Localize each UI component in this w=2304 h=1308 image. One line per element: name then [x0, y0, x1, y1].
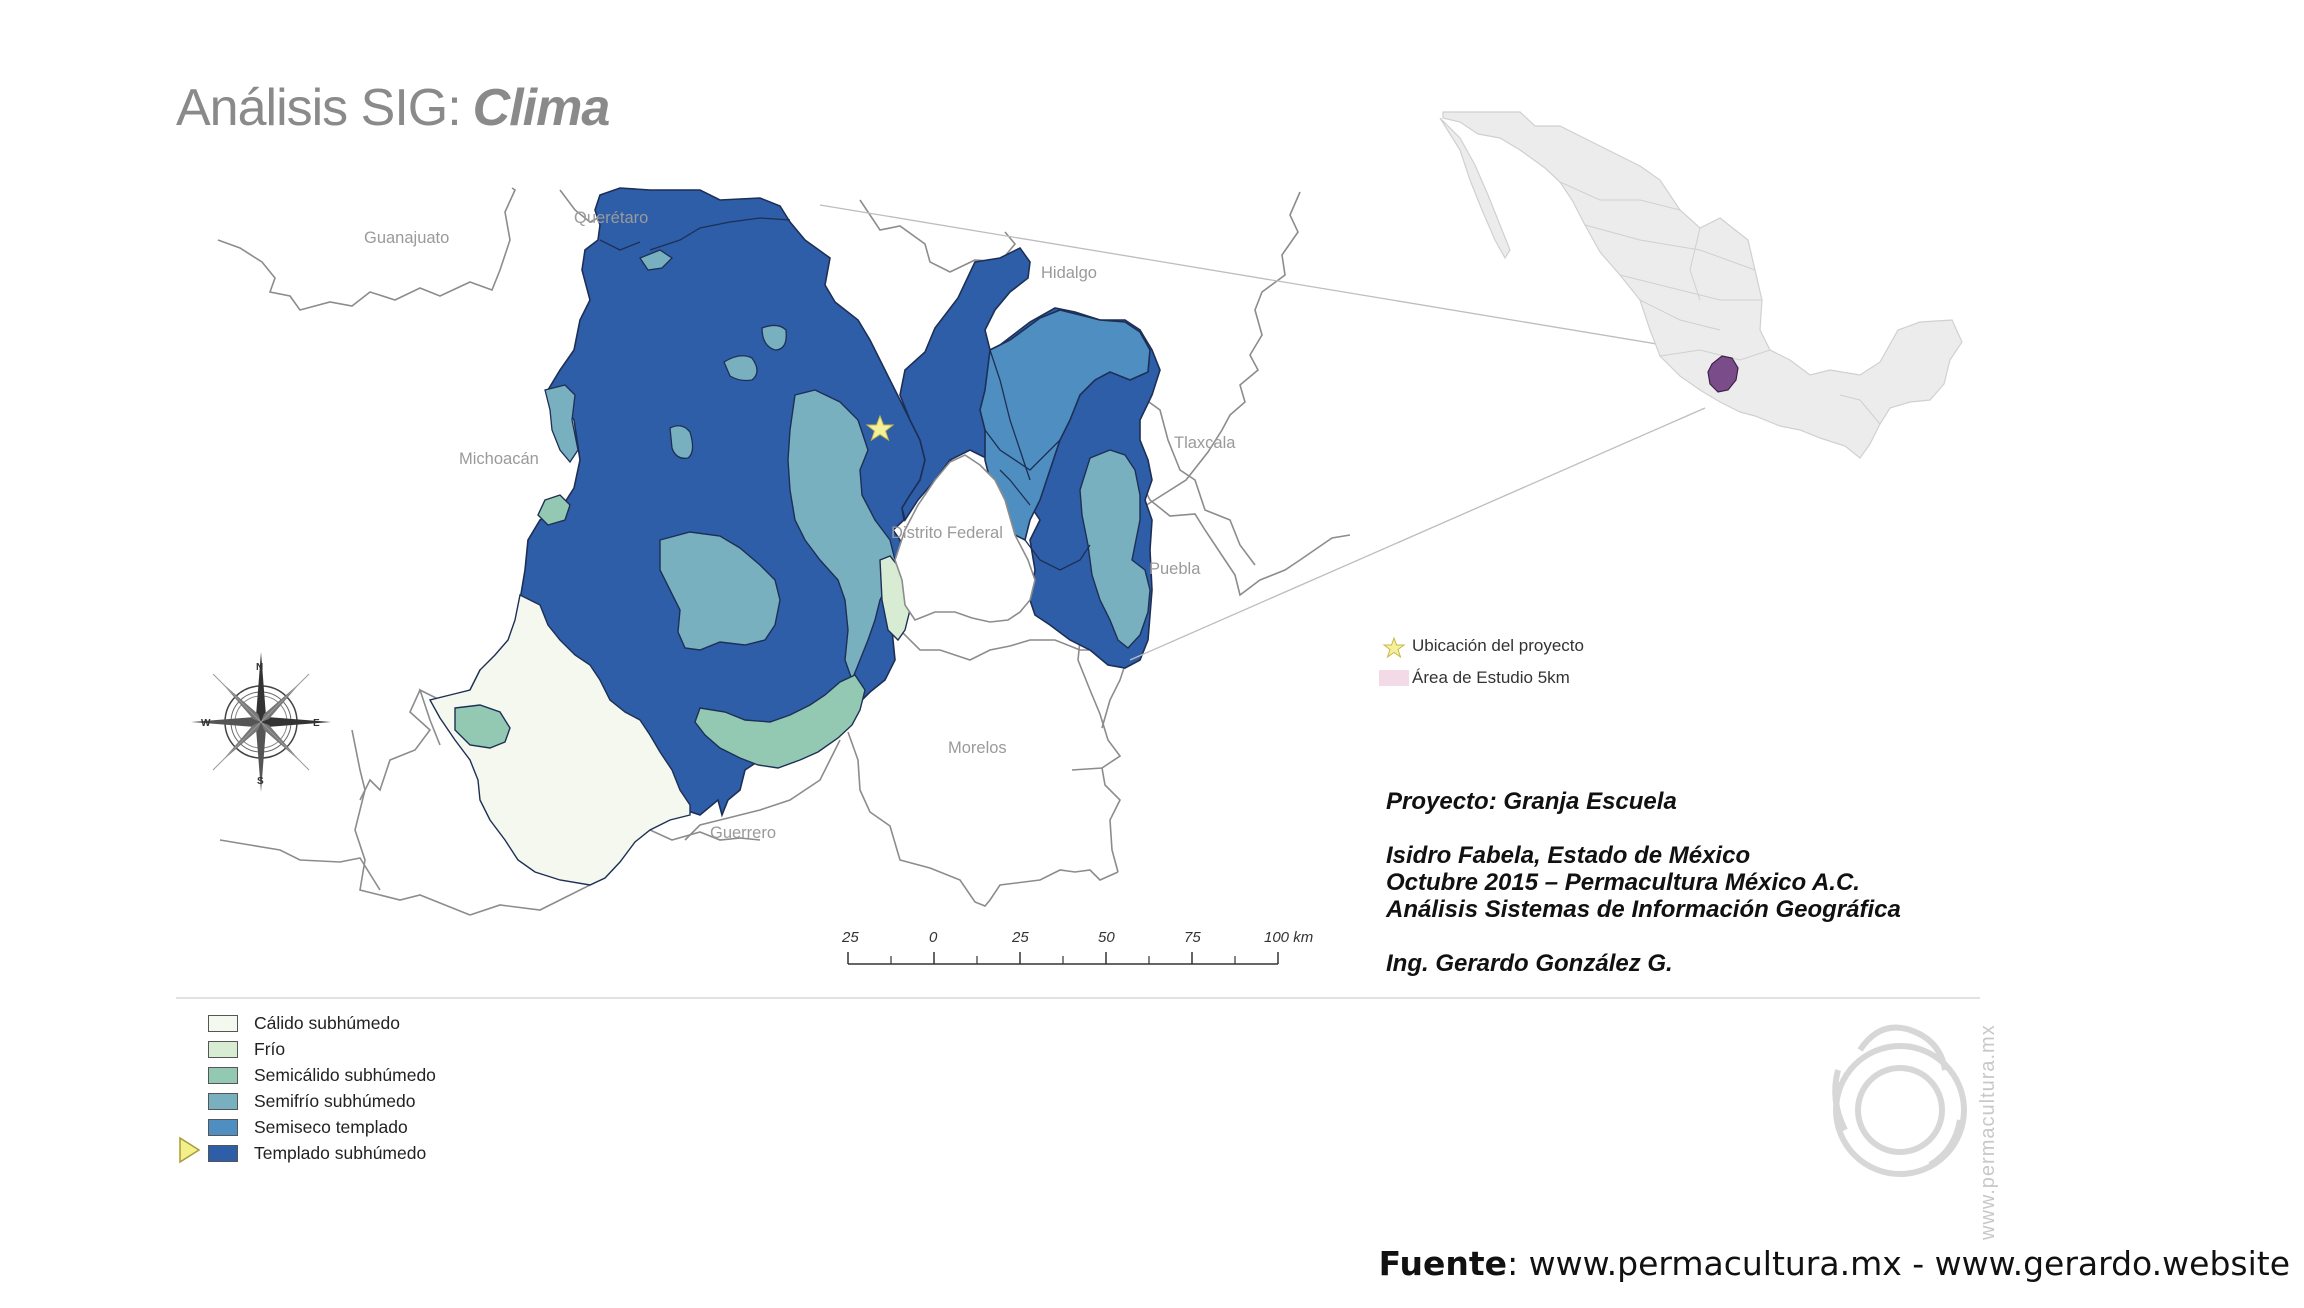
permacultura-watermark-logo	[1832, 1024, 1967, 1177]
climate-legend-item: Templado subhúmedo	[208, 1142, 426, 1164]
project-location-star	[865, 414, 895, 442]
watermark-text: www.permacultura.mx	[1977, 1024, 1999, 1241]
label-puebla: Puebla	[1149, 560, 1201, 578]
info-date-org: Octubre 2015 – Permacultura México A.C.	[1386, 869, 1860, 896]
label-morelos: Morelos	[948, 739, 1007, 757]
legend-label: Templado subhúmedo	[254, 1142, 427, 1163]
legend-label: Frío	[254, 1038, 286, 1059]
scale-tick-0: 25	[841, 929, 859, 946]
zone-frio	[879, 555, 911, 642]
title-emphasis: Clima	[472, 79, 611, 137]
zone-semifrio-north	[787, 389, 896, 682]
edomex-inset-highlight	[1707, 355, 1739, 393]
scale-tick-5: 100 km	[1264, 929, 1313, 946]
zone-semifrio-nw	[639, 249, 674, 271]
project-info: Proyecto: Granja Escuela Isidro Fabela, …	[1386, 788, 1901, 977]
source-urls: : www.permacultura.mx - www.gerardo.webs…	[1507, 1244, 2290, 1283]
legend-study-area-swatch	[1379, 670, 1409, 686]
climate-legend-item: Semiseco templado	[208, 1116, 408, 1138]
zone-semifrio-east	[1079, 449, 1151, 649]
scale-bar: 25 0 25 50 75 100 km	[841, 929, 1313, 965]
legend-label: Cálido subhúmedo	[254, 1012, 400, 1033]
source-label: Fuente	[1378, 1244, 1508, 1283]
legend-swatch	[208, 1014, 238, 1032]
legend-label: Semicálido subhúmedo	[254, 1064, 436, 1085]
label-tlaxcala: Tlaxcala	[1174, 434, 1236, 452]
title-main: Análisis SIG:	[176, 79, 462, 137]
zone-semifrio-center	[659, 531, 781, 651]
page-title: Análisis SIG: Clima	[176, 78, 611, 138]
info-author: Ing. Gerardo González G.	[1386, 950, 1673, 977]
label-guerrero: Guerrero	[710, 824, 776, 842]
info-location: Isidro Fabela, Estado de México	[1386, 842, 1751, 869]
legend-swatch	[208, 1066, 238, 1084]
zone-calido-subhumedo	[428, 593, 691, 886]
info-analysis: Análisis Sistemas de Información Geográf…	[1386, 896, 1901, 923]
zone-semifrio-small-1	[723, 355, 758, 382]
compass-s: S	[257, 776, 264, 787]
source-footer: Fuente: www.permacultura.mx - www.gerard…	[1379, 1244, 2290, 1283]
zone-semicalido-west	[537, 494, 571, 526]
zone-semicalido-south	[694, 674, 866, 769]
label-michoacan: Michoacán	[459, 450, 539, 468]
label-guanajuato: Guanajuato	[364, 229, 449, 247]
climate-legend-item: Frío	[208, 1038, 285, 1060]
legend-star-icon	[1382, 636, 1406, 659]
legend-swatch	[208, 1144, 238, 1162]
climate-legend-item: Semifrío subhúmedo	[208, 1090, 415, 1112]
zone-semifrio-small-3	[669, 425, 694, 459]
legend-swatch	[208, 1092, 238, 1110]
compass-n: N	[256, 662, 263, 673]
label-distrito-federal: Distrito Federal	[891, 524, 1003, 542]
climate-legend-item: Semicálido subhúmedo	[208, 1064, 436, 1086]
mexico-inset-map	[1439, 111, 1963, 459]
legend-label: Semifrío subhúmedo	[254, 1090, 416, 1111]
distrito-federal	[894, 454, 1036, 623]
scale-tick-3: 50	[1098, 929, 1115, 946]
legend-study-area: Área de Estudio 5km	[1412, 668, 1570, 687]
legend-label: Semiseco templado	[254, 1116, 408, 1137]
climate-legend-item: Cálido subhúmedo	[208, 1012, 400, 1034]
label-hidalgo: Hidalgo	[1041, 264, 1097, 282]
compass-rose-icon: N S W E	[191, 652, 331, 792]
label-queretaro: Querétaro	[574, 209, 648, 227]
zone-semifrio-west	[544, 384, 579, 464]
inset-callout-lines	[819, 204, 1706, 661]
scale-tick-4: 75	[1184, 929, 1201, 946]
legend-pointer-icon	[179, 1136, 201, 1164]
compass-w: W	[201, 718, 211, 729]
compass-e: E	[313, 718, 320, 729]
scale-tick-2: 25	[1011, 929, 1029, 946]
zone-semifrio-small-2	[761, 324, 787, 351]
info-project: Proyecto: Granja Escuela	[1386, 788, 1677, 815]
legend-swatch	[208, 1040, 238, 1058]
scale-tick-1: 0	[929, 929, 938, 946]
legend-swatch	[208, 1118, 238, 1136]
zone-semicalido-sw	[454, 704, 511, 749]
legend-project-location: Ubicación del proyecto	[1412, 636, 1584, 655]
